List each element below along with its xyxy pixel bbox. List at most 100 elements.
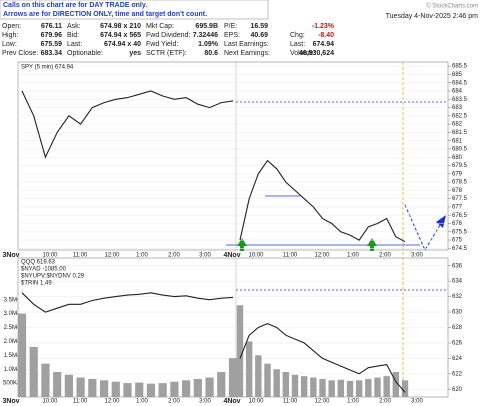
volume-bar	[182, 380, 191, 397]
volume-bar	[383, 376, 390, 397]
notice-box	[0, 0, 269, 20]
x-tick-label: 1:00	[136, 253, 148, 259]
volume-bar	[245, 341, 253, 397]
x-tick-label: 2:00	[379, 253, 391, 259]
price-line	[21, 90, 234, 159]
volume-bar	[291, 374, 299, 397]
volume-bar	[76, 377, 85, 397]
quote-value: 676.11	[41, 23, 62, 30]
y-tick-label: 624	[452, 356, 463, 362]
x-tick-label: 1:00	[347, 399, 359, 405]
quote-value: 674.94 x 40	[104, 41, 141, 48]
y-tick-label: 681	[452, 138, 463, 144]
x-tick-label: 2:00	[379, 399, 391, 405]
quote-value: 16.59	[250, 23, 268, 30]
x-tick-label: 12:00	[314, 399, 330, 405]
volume-bar	[193, 378, 202, 397]
y-tick-label: 680.5	[452, 147, 468, 153]
x-tick-label: 11:00	[73, 399, 88, 405]
quote-label: EPS:	[224, 32, 240, 39]
quote-value: 695.9B	[195, 23, 218, 30]
x-tick-label: 3:00	[199, 253, 211, 259]
volume-bar	[205, 377, 214, 397]
y-tick-label: 632	[452, 294, 463, 300]
quote-value: -1.23%	[312, 23, 335, 30]
volume-bar	[228, 358, 238, 397]
volume-bar	[392, 371, 400, 397]
price-panel	[17, 61, 449, 251]
volume-tick-label: 2.5M	[4, 325, 17, 331]
quote-label: Next Earnings:	[224, 50, 270, 57]
notice-line: Calls on this chart are for DAY TRADE on…	[3, 2, 147, 9]
y-tick-label: 634	[452, 279, 463, 285]
x-tick-label: 10:00	[248, 399, 264, 405]
price-line	[21, 292, 234, 313]
volume-bar	[273, 369, 280, 397]
y-tick-label: 683.5	[452, 97, 468, 103]
quote-value: 40.69	[250, 32, 268, 39]
y-tick-label: 681.5	[452, 130, 468, 136]
x-tick-label: 2:00	[168, 253, 180, 259]
session-label: 4Nov	[223, 252, 240, 259]
volume-bar	[355, 380, 363, 397]
x-tick-label: 2:00	[168, 399, 180, 405]
x-tick-label: 11:00	[283, 399, 298, 405]
volume-tick-label: 1.0M	[4, 367, 17, 373]
y-tick-label: 683	[452, 105, 463, 111]
volume-bar	[135, 382, 144, 397]
volume-bar	[217, 371, 226, 397]
quote-label: Volume:	[290, 50, 315, 57]
arrow-head	[436, 215, 446, 228]
quote-label: SCTR (ETF):	[146, 50, 187, 57]
volume-bar	[310, 377, 317, 397]
x-tick-label: 10:00	[42, 399, 58, 405]
legend-entry: $NYAD -1085.00	[21, 267, 67, 273]
y-tick-label: 684	[452, 89, 463, 95]
x-tick-label: 1:00	[347, 253, 359, 259]
quote-value: 80.6	[204, 50, 218, 57]
y-tick-label: 677	[452, 205, 463, 211]
volume-bar	[328, 380, 335, 397]
session-label: 3Nov	[2, 252, 19, 259]
y-tick-label: 680	[452, 155, 463, 161]
volume-bar	[146, 383, 156, 397]
volume-bar	[337, 379, 345, 397]
quote-label: Last:	[290, 41, 305, 48]
y-tick-label: 675	[452, 238, 463, 244]
x-tick-label: 10:00	[42, 253, 58, 259]
legend-entry: SPY (5 min) 674.94	[21, 65, 74, 71]
y-tick-label: 685	[452, 72, 463, 78]
volume-bar	[255, 355, 262, 397]
quote-label: Bid:	[67, 32, 79, 39]
quote-label: Open:	[2, 23, 21, 30]
quote-value: 7.32446	[193, 32, 218, 39]
volume-bar	[88, 378, 97, 397]
y-tick-label: 684.5	[452, 80, 468, 86]
y-tick-label: 630	[452, 310, 463, 316]
volume-bar	[41, 363, 50, 397]
quote-label: Mkt Cap:	[146, 23, 174, 30]
y-tick-label: 679	[452, 171, 463, 177]
volume-bar	[17, 313, 27, 397]
volume-bar	[319, 378, 326, 397]
volume-bar	[401, 380, 409, 397]
y-tick-label: 677.5	[452, 196, 468, 202]
quote-label: Low:	[2, 41, 17, 48]
quote-label: Fwd Dividend:	[146, 32, 190, 39]
quote-value: -8.40	[318, 32, 334, 39]
x-tick-label: 1:00	[136, 399, 148, 405]
quote-value: 675.59	[41, 41, 63, 48]
volume-tick-label: 1.5M	[4, 353, 17, 359]
legend-entry: $NYUPV:$NYDNV 0.29	[21, 274, 85, 280]
session-label: 4Nov	[223, 398, 240, 405]
x-tick-label: 3:00	[411, 253, 423, 259]
x-tick-label: 11:00	[73, 253, 88, 259]
x-tick-label: 12:00	[104, 399, 120, 405]
volume-tick-label: 500K	[3, 381, 17, 387]
quote-label: Ask:	[67, 23, 81, 30]
green-arrow	[367, 238, 377, 251]
price-line	[239, 323, 406, 393]
volume-bar	[158, 383, 167, 397]
quote-label: Fwd Yield:	[146, 41, 178, 48]
